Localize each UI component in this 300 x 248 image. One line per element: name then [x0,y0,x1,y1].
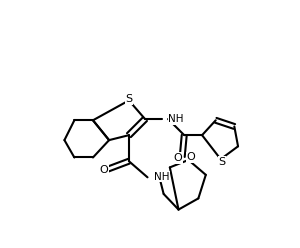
Text: O: O [187,153,195,162]
Text: S: S [125,94,133,104]
Text: NH: NH [154,172,169,182]
Text: O: O [100,165,108,175]
Text: S: S [218,157,226,167]
Text: NH: NH [168,114,184,124]
Text: O: O [173,153,182,163]
